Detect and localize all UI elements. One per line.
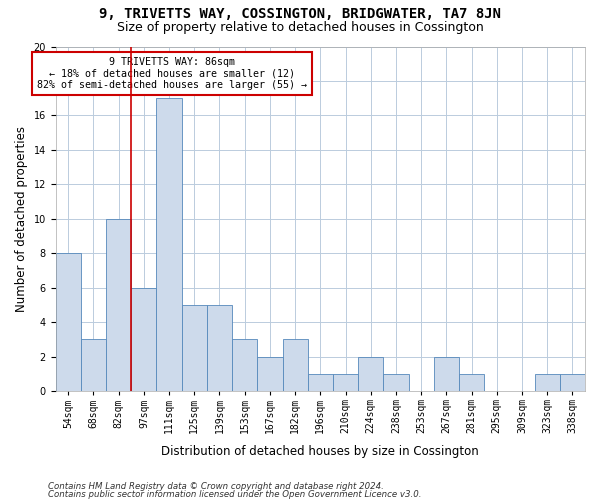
Text: 9 TRIVETTS WAY: 86sqm
← 18% of detached houses are smaller (12)
82% of semi-deta: 9 TRIVETTS WAY: 86sqm ← 18% of detached … xyxy=(37,57,307,90)
Bar xyxy=(182,305,207,391)
Bar xyxy=(535,374,560,391)
Bar xyxy=(232,340,257,391)
Bar xyxy=(459,374,484,391)
Bar xyxy=(434,356,459,391)
Bar xyxy=(56,254,81,391)
Bar xyxy=(283,340,308,391)
Bar xyxy=(157,98,182,391)
Bar xyxy=(333,374,358,391)
Bar xyxy=(81,340,106,391)
Bar xyxy=(207,305,232,391)
Text: Contains HM Land Registry data © Crown copyright and database right 2024.: Contains HM Land Registry data © Crown c… xyxy=(48,482,384,491)
X-axis label: Distribution of detached houses by size in Cossington: Distribution of detached houses by size … xyxy=(161,444,479,458)
Text: Size of property relative to detached houses in Cossington: Size of property relative to detached ho… xyxy=(116,21,484,34)
Bar xyxy=(106,219,131,391)
Bar xyxy=(257,356,283,391)
Text: 9, TRIVETTS WAY, COSSINGTON, BRIDGWATER, TA7 8JN: 9, TRIVETTS WAY, COSSINGTON, BRIDGWATER,… xyxy=(99,8,501,22)
Bar xyxy=(383,374,409,391)
Y-axis label: Number of detached properties: Number of detached properties xyxy=(15,126,28,312)
Text: Contains public sector information licensed under the Open Government Licence v3: Contains public sector information licen… xyxy=(48,490,421,499)
Bar xyxy=(308,374,333,391)
Bar xyxy=(131,288,157,391)
Bar xyxy=(560,374,585,391)
Bar xyxy=(358,356,383,391)
